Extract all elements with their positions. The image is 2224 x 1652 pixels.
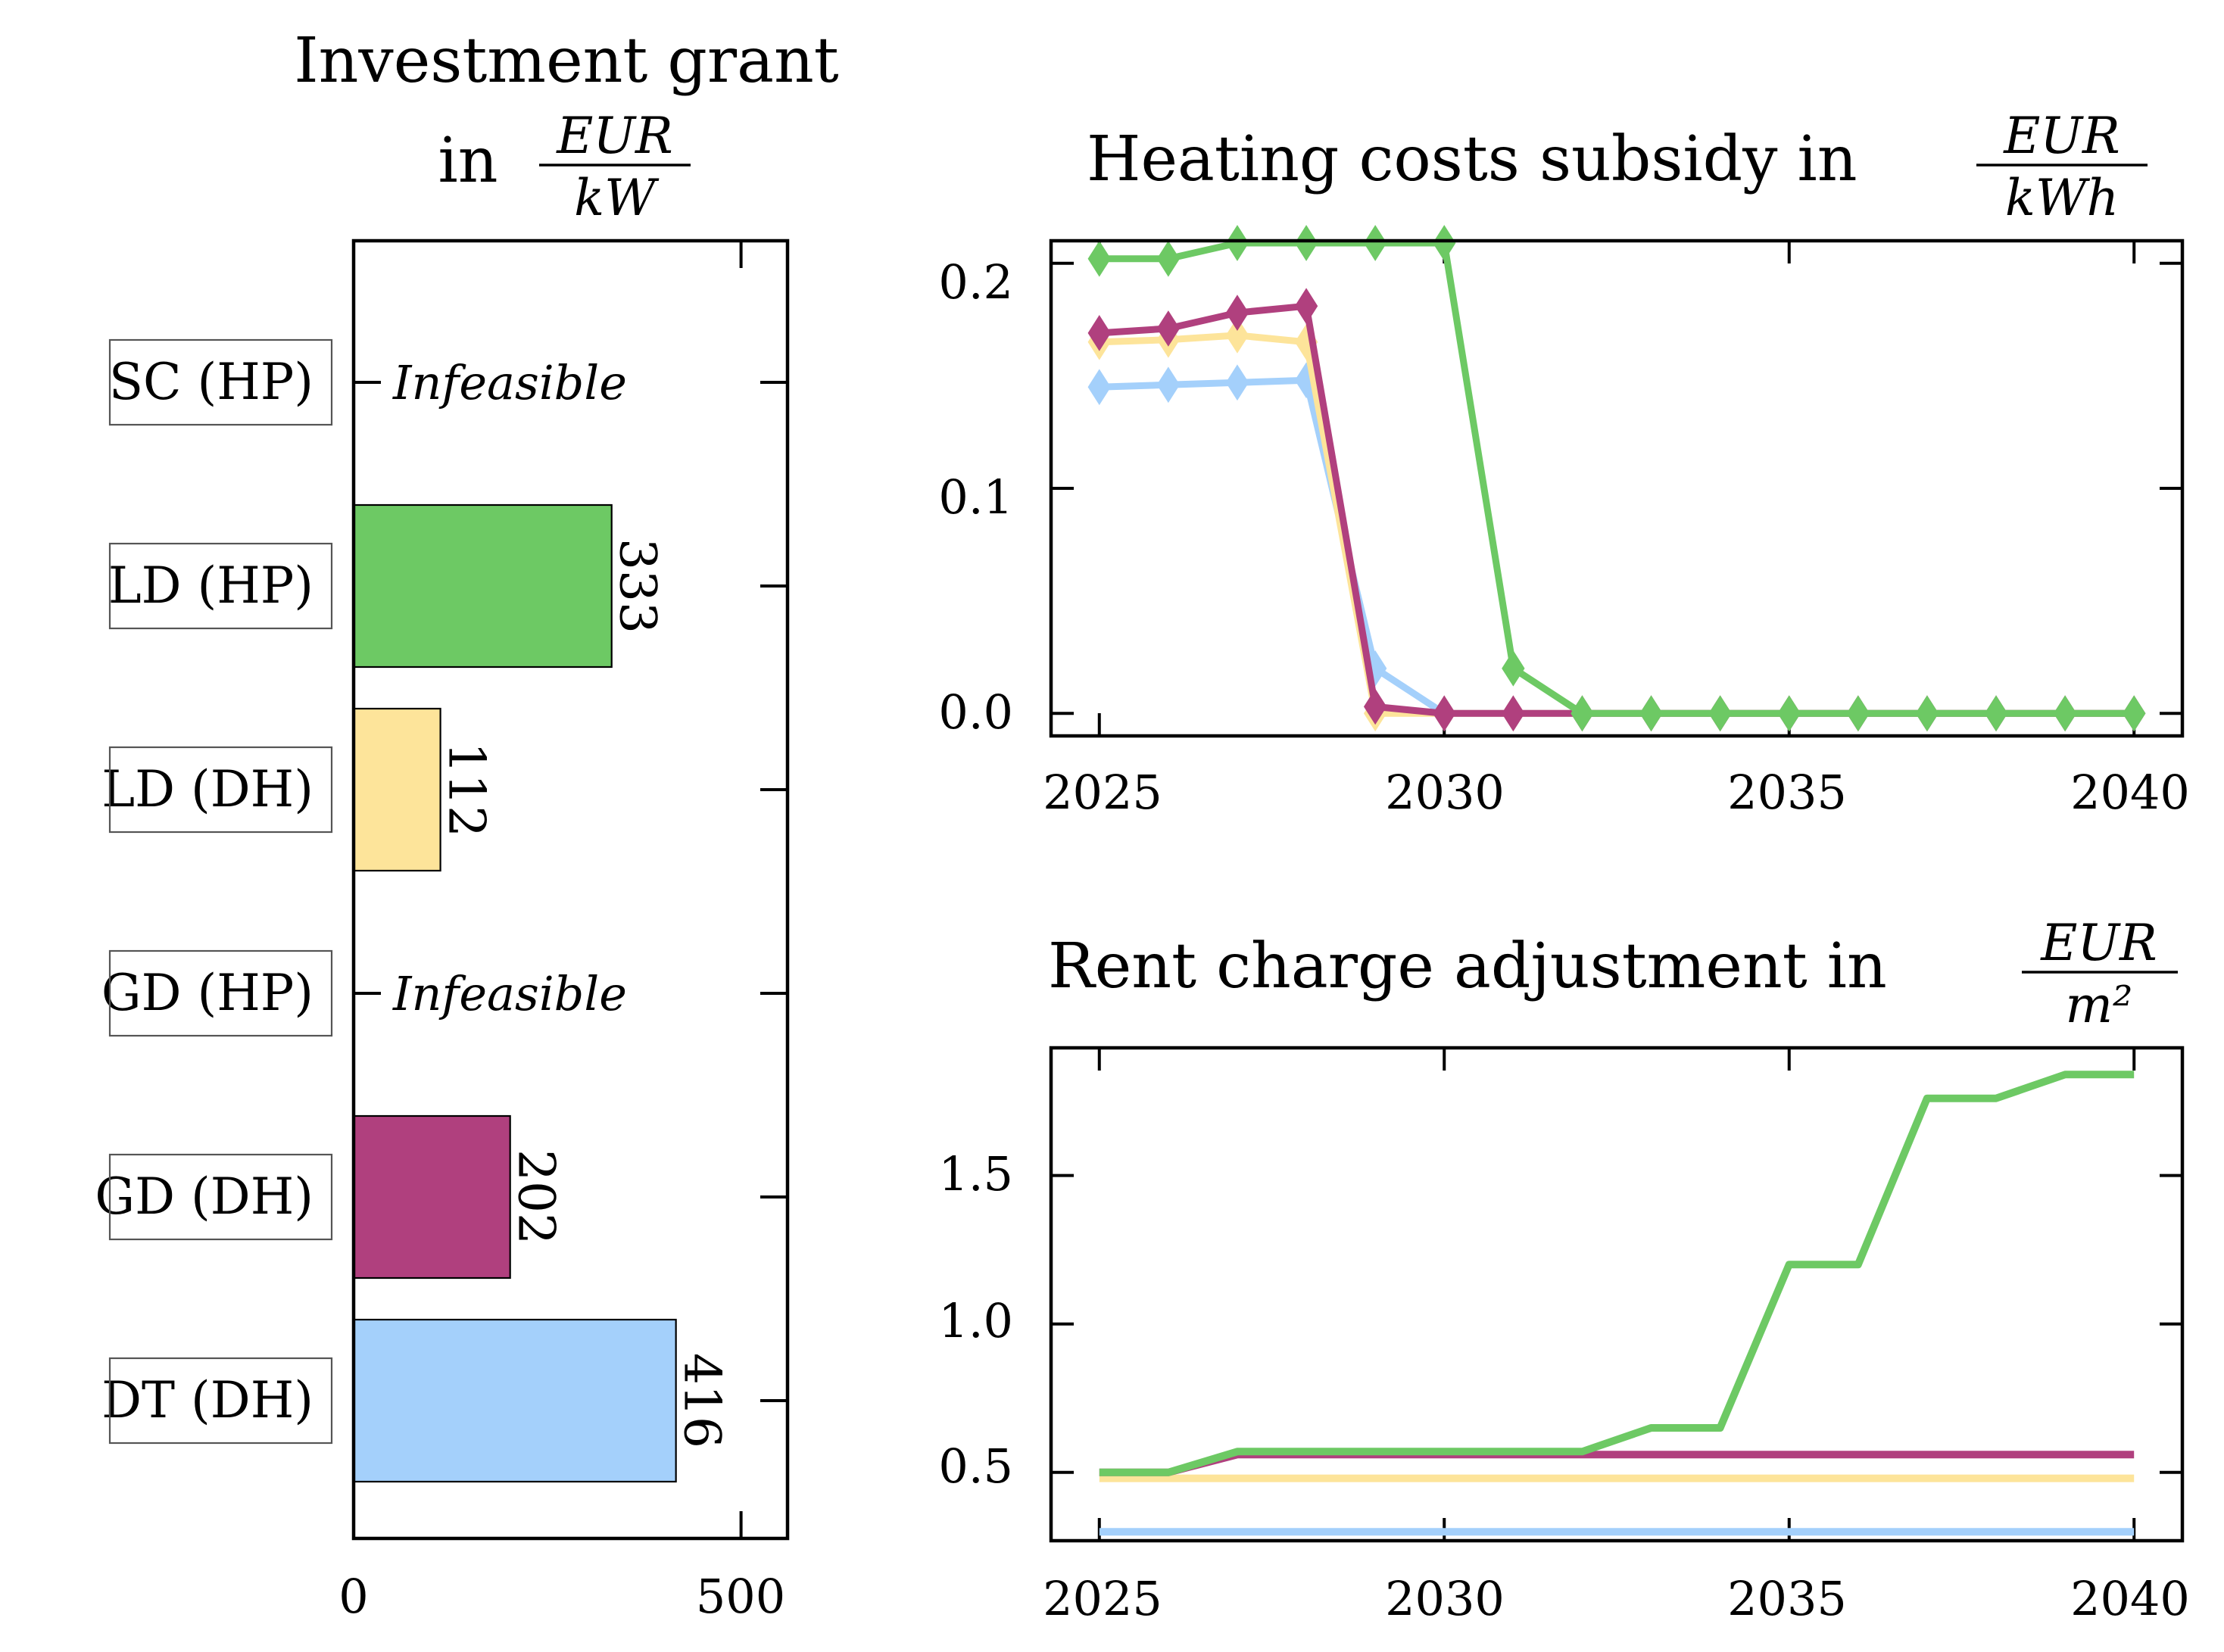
- bar-value-label: 202: [507, 1149, 566, 1245]
- bar-value-label: 112: [438, 742, 496, 837]
- category-label: LD (HP): [108, 556, 313, 615]
- rent-ytick-label: 1.0: [938, 1293, 1013, 1348]
- rent-axes-frame: [1049, 1046, 2185, 1543]
- rent-ytick-label: 1.5: [938, 1146, 1013, 1202]
- series-line: [1099, 302, 2135, 717]
- category-label: DT (DH): [101, 1371, 313, 1429]
- rent-xtick-label: 2030: [1385, 1571, 1505, 1626]
- heat-unit-numerator: EUR: [2003, 107, 2120, 165]
- bar: [352, 503, 613, 669]
- category-label: LD (DH): [101, 760, 313, 818]
- rent-ytick-label: 0.5: [938, 1438, 1013, 1494]
- heat-ytick-label: 0.0: [938, 684, 1013, 740]
- heat-chart: Heating costs subsidy in EUR kWh 0.0 0.1…: [938, 107, 2190, 820]
- heat-unit-denominator: kWh: [2005, 169, 2119, 227]
- category-label: SC (HP): [109, 353, 313, 411]
- heat-title: Heating costs subsidy in: [1087, 123, 1857, 195]
- category-label-box: [108, 1153, 333, 1241]
- grant-chart: Investment grant in EUR kW SC (HP) Infeas…: [95, 25, 838, 1624]
- rent-chart: Rent charge adjustment in EUR m² 0.5 1.0…: [938, 914, 2190, 1626]
- data-point: [1639, 695, 1663, 732]
- data-point: [1225, 364, 1249, 401]
- heat-xtick-label: 2035: [1727, 765, 1847, 820]
- rent-xtick-label: 2035: [1727, 1571, 1847, 1626]
- data-point: [1225, 316, 1249, 354]
- infeasible-label: Infeasible: [392, 966, 627, 1021]
- data-point: [1502, 695, 1525, 732]
- data-point: [1294, 288, 1318, 325]
- category-label-box: [108, 949, 333, 1037]
- rent-unit-denominator: m²: [2065, 976, 2132, 1034]
- series-line: [1099, 1451, 2135, 1476]
- series-line: [1099, 239, 2135, 717]
- category-label-box: [108, 542, 333, 630]
- data-point: [1156, 240, 1181, 277]
- rent-unit-numerator: EUR: [2040, 914, 2157, 972]
- bar: [352, 1318, 677, 1483]
- category-label-box: [108, 338, 333, 426]
- grant-axes-frame: [351, 238, 790, 1541]
- data-point: [1915, 695, 1939, 732]
- data-point: [2053, 695, 2077, 732]
- data-point: [1984, 695, 2008, 732]
- data-point: [1502, 650, 1525, 687]
- series-line: [1099, 1071, 2135, 1476]
- grant-plot-area: SC (HP) Infeasible LD (HP) 333 LD (DH) 112 GD …: [95, 241, 788, 1538]
- rent-plot-area: [1051, 1048, 2182, 1541]
- data-point: [1433, 695, 1456, 732]
- heat-xtick-label: 2030: [1385, 765, 1505, 820]
- data-point: [1708, 695, 1732, 732]
- data-point: [1087, 369, 1111, 406]
- data-point: [2123, 695, 2146, 732]
- heat-xtick-label: 2025: [1043, 765, 1162, 820]
- grant-title-in: in: [438, 125, 498, 197]
- data-point: [1363, 225, 1387, 261]
- grant-unit-denominator: kW: [574, 169, 660, 227]
- category-label: GD (HP): [101, 964, 313, 1022]
- category-label-box: [108, 1357, 333, 1445]
- data-point: [1156, 366, 1181, 404]
- rent-title: Rent charge adjustment in: [1048, 930, 1887, 1002]
- grant-title-line1: Investment grant: [294, 25, 839, 97]
- data-point: [1433, 225, 1456, 261]
- rent-xtick-label: 2025: [1043, 1571, 1162, 1626]
- data-point: [1777, 695, 1801, 732]
- data-point: [1294, 225, 1318, 261]
- bar-value-label: 416: [673, 1353, 731, 1448]
- series-line: [1099, 376, 2135, 717]
- grant-unit-numerator: EUR: [556, 107, 673, 165]
- heat-axes-frame: [1049, 238, 2185, 738]
- grant-xtick-label: 0: [338, 1569, 368, 1624]
- data-point: [1225, 225, 1249, 261]
- series-line: [1099, 332, 2135, 717]
- data-point: [1087, 315, 1111, 351]
- heat-xtick-label: 2040: [2070, 765, 2190, 820]
- data-point: [1156, 310, 1181, 347]
- category-label: GD (DH): [95, 1167, 313, 1226]
- data-point: [1087, 240, 1111, 277]
- bar-value-label: 333: [609, 538, 667, 634]
- rent-xtick-label: 2040: [2070, 1571, 2190, 1626]
- bar: [352, 707, 441, 872]
- data-point: [1846, 695, 1870, 732]
- heat-ytick-label: 0.1: [938, 469, 1013, 525]
- data-point: [1571, 695, 1594, 732]
- data-point: [1363, 688, 1387, 725]
- heat-plot-area: [1051, 225, 2182, 736]
- grant-xtick-label: 500: [696, 1569, 785, 1624]
- heat-ytick-label: 0.2: [938, 254, 1013, 310]
- bar: [352, 1114, 511, 1280]
- infeasible-label: Infeasible: [392, 355, 627, 410]
- category-label-box: [108, 746, 333, 834]
- data-point: [1225, 295, 1249, 331]
